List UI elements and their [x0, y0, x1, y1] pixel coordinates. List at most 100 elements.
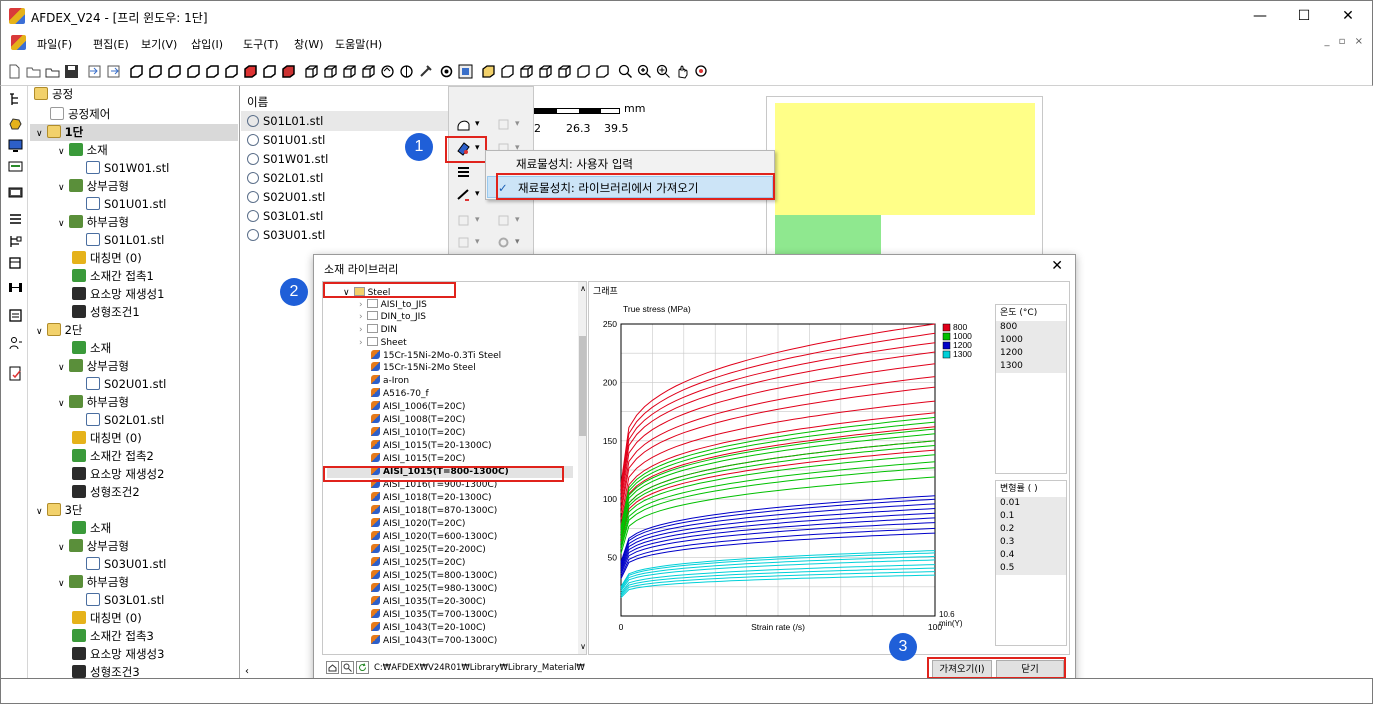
layers-icon[interactable] [8, 256, 23, 271]
save-icon[interactable] [64, 64, 79, 79]
temperature-list-item[interactable]: 800 [996, 321, 1066, 334]
cube-rotate-icon[interactable] [576, 64, 591, 79]
tree-node-stage2[interactable]: ∨ 2단 [36, 323, 83, 337]
tree-node-material-3[interactable]: 소재 [72, 520, 111, 537]
section-view-icon[interactable] [399, 64, 414, 79]
menu-edit[interactable]: 편집(E) [93, 38, 129, 51]
material-property-button[interactable]: ▾ [453, 139, 483, 159]
wire-cube-1-icon[interactable] [304, 64, 319, 79]
menu-item-user-input[interactable]: 재료물성치: 사용자 입력 [516, 157, 633, 171]
library-material[interactable]: AISI_1006(T=20C) [371, 401, 465, 413]
zoom-window-icon[interactable] [656, 64, 671, 79]
temperature-list[interactable]: 온도 (°C) 800 1000 1200 1300 [995, 304, 1067, 474]
library-material[interactable]: AISI_1016(T=900-1300C) [371, 479, 497, 491]
menu-file[interactable]: 파일(F) [37, 38, 73, 51]
checklist-icon[interactable] [8, 366, 23, 381]
tree-node-s01u01[interactable]: S01U01.stl [86, 196, 166, 213]
search-icon[interactable] [341, 661, 354, 674]
menu-insert[interactable]: 삽입(I) [191, 38, 224, 51]
maximize-button[interactable]: ☐ [1297, 8, 1311, 24]
tree-toggle-icon[interactable] [8, 92, 23, 107]
user-tool-icon[interactable] [8, 336, 23, 351]
tree-node-lower-die-3[interactable]: ∨ 하부금형 [58, 575, 129, 589]
model-view-panel[interactable] [766, 96, 1043, 259]
library-material-selected[interactable]: AISI_1015(T=800-1300C) [327, 466, 573, 478]
capture-icon[interactable] [439, 64, 454, 79]
tree-node-condition-2[interactable]: 성형조건2 [72, 484, 140, 501]
library-material[interactable]: AISI_1008(T=20C) [371, 414, 465, 426]
cube-grid-1-icon[interactable] [519, 64, 534, 79]
wire-cube-2-icon[interactable] [323, 64, 338, 79]
grid-view-icon[interactable] [458, 64, 473, 79]
strain-list-item[interactable]: 0.2 [996, 523, 1066, 536]
tree-node-remesh-2[interactable]: 요소망 재생성2 [72, 466, 164, 483]
home-icon[interactable] [326, 661, 339, 674]
scroll-left-icon[interactable]: ‹ [245, 666, 249, 677]
tree-node-remesh-3[interactable]: 요소망 재생성3 [72, 646, 164, 663]
rotate-view-icon[interactable] [380, 64, 395, 79]
view-cube-iso2-icon[interactable] [262, 64, 277, 79]
view-cube-right-icon[interactable] [224, 64, 239, 79]
cube-grid-2-icon[interactable] [538, 64, 553, 79]
file-item[interactable]: S01W01.stl [247, 152, 328, 166]
formability-button[interactable]: ▾ [453, 115, 483, 135]
library-scrollbar[interactable]: ∧ ∨ [578, 282, 586, 654]
file-item[interactable]: S03U01.stl [247, 228, 325, 242]
zoom-fit-icon[interactable] [618, 64, 633, 79]
menu-view[interactable]: 보기(V) [141, 38, 178, 51]
library-folder[interactable]: › DIN [359, 324, 397, 335]
scroll-down-icon[interactable]: ∨ [580, 642, 586, 651]
tree-node-symmetry-1[interactable]: 대칭면 (0) [72, 250, 142, 267]
export-icon[interactable] [106, 64, 121, 79]
zoom-in-icon[interactable] [637, 64, 652, 79]
tree-node-s02l01[interactable]: S02L01.stl [86, 412, 164, 429]
file-item[interactable]: S01L01.stl [247, 114, 323, 128]
tab-graph[interactable]: 그래프 [593, 287, 618, 297]
new-file-icon[interactable] [7, 64, 22, 79]
tree-node-process-control[interactable]: 공정제어 [50, 106, 110, 123]
menu-window[interactable]: 창(W) [294, 38, 324, 51]
display-icon[interactable] [8, 160, 23, 175]
tree-node-s03l01[interactable]: S03L01.stl [86, 592, 164, 609]
friction-button[interactable]: ▾ [453, 185, 483, 205]
tree-node-condition-1[interactable]: 성형조건1 [72, 304, 140, 321]
library-material[interactable]: 15Cr-15Ni-2Mo Steel [371, 362, 476, 374]
library-material[interactable]: a-Iron [371, 375, 409, 387]
tree-node-symmetry-2[interactable]: 대칭면 (0) [72, 430, 142, 447]
connect-icon[interactable] [8, 280, 23, 295]
tree-node-material-2[interactable]: 소재 [72, 340, 111, 357]
file-item[interactable]: S02L01.stl [247, 171, 323, 185]
tree-node-process[interactable]: 공정 [34, 86, 73, 103]
dialog-close-button[interactable]: ✕ [1051, 258, 1063, 274]
temperature-list-item[interactable]: 1000 [996, 334, 1066, 347]
monitor-icon[interactable] [8, 138, 23, 153]
library-material[interactable]: AISI_1015(T=20C) [371, 453, 465, 465]
menu-tools[interactable]: 도구(T) [243, 38, 279, 51]
library-material[interactable]: AISI_1015(T=20-1300C) [371, 440, 492, 452]
library-material[interactable]: AISI_1018(T=20-1300C) [371, 492, 492, 504]
gear-tool-button[interactable]: ▾ [493, 233, 523, 253]
file-item[interactable]: S01U01.stl [247, 133, 325, 147]
heat-transfer-button[interactable] [453, 163, 483, 183]
strain-list-item[interactable]: 0.01 [996, 497, 1066, 510]
library-material[interactable]: AISI_1020(T=600-1300C) [371, 531, 497, 543]
hierarchy-icon[interactable] [8, 234, 23, 249]
tree-node-material-1[interactable]: ∨ 소재 [58, 143, 108, 157]
tree-node-upper-die-2[interactable]: ∨ 상부금형 [58, 359, 129, 373]
strain-list[interactable]: 변형률 ( ) 0.01 0.1 0.2 0.3 0.4 0.5 [995, 480, 1067, 646]
library-material[interactable]: AISI_1025(T=20C) [371, 557, 465, 569]
tree-node-s01w01[interactable]: S01W01.stl [86, 160, 169, 177]
disabled-tool-button[interactable]: ▾ [493, 115, 523, 135]
library-material[interactable]: AISI_1035(T=20-300C) [371, 596, 486, 608]
view-cube-red-icon[interactable] [281, 64, 296, 79]
library-material[interactable]: A516-70_f [371, 388, 429, 400]
strain-list-item[interactable]: 0.5 [996, 562, 1066, 575]
minimize-button[interactable]: — [1253, 8, 1267, 24]
tree-node-lower-die-2[interactable]: ∨ 하부금형 [58, 395, 129, 409]
tree-node-remesh-1[interactable]: 요소망 재생성1 [72, 286, 164, 303]
screen-icon[interactable] [8, 186, 23, 201]
list-tool-icon[interactable] [8, 212, 23, 227]
tree-node-s03u01[interactable]: S03U01.stl [86, 556, 166, 573]
library-material[interactable]: AISI_1025(T=980-1300C) [371, 583, 497, 595]
view-cube-back-icon[interactable] [148, 64, 163, 79]
